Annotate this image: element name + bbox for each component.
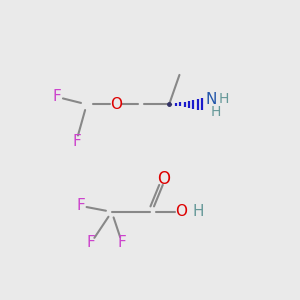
Text: O: O bbox=[110, 97, 122, 112]
Text: F: F bbox=[87, 235, 95, 250]
Text: H: H bbox=[218, 92, 229, 106]
Text: F: F bbox=[76, 198, 85, 213]
Text: F: F bbox=[72, 134, 81, 149]
Text: O: O bbox=[157, 170, 170, 188]
Text: H: H bbox=[210, 105, 221, 119]
Text: H: H bbox=[193, 204, 204, 219]
Text: F: F bbox=[53, 89, 62, 104]
Text: O: O bbox=[175, 204, 187, 219]
Text: F: F bbox=[118, 235, 126, 250]
Text: N: N bbox=[206, 92, 217, 106]
